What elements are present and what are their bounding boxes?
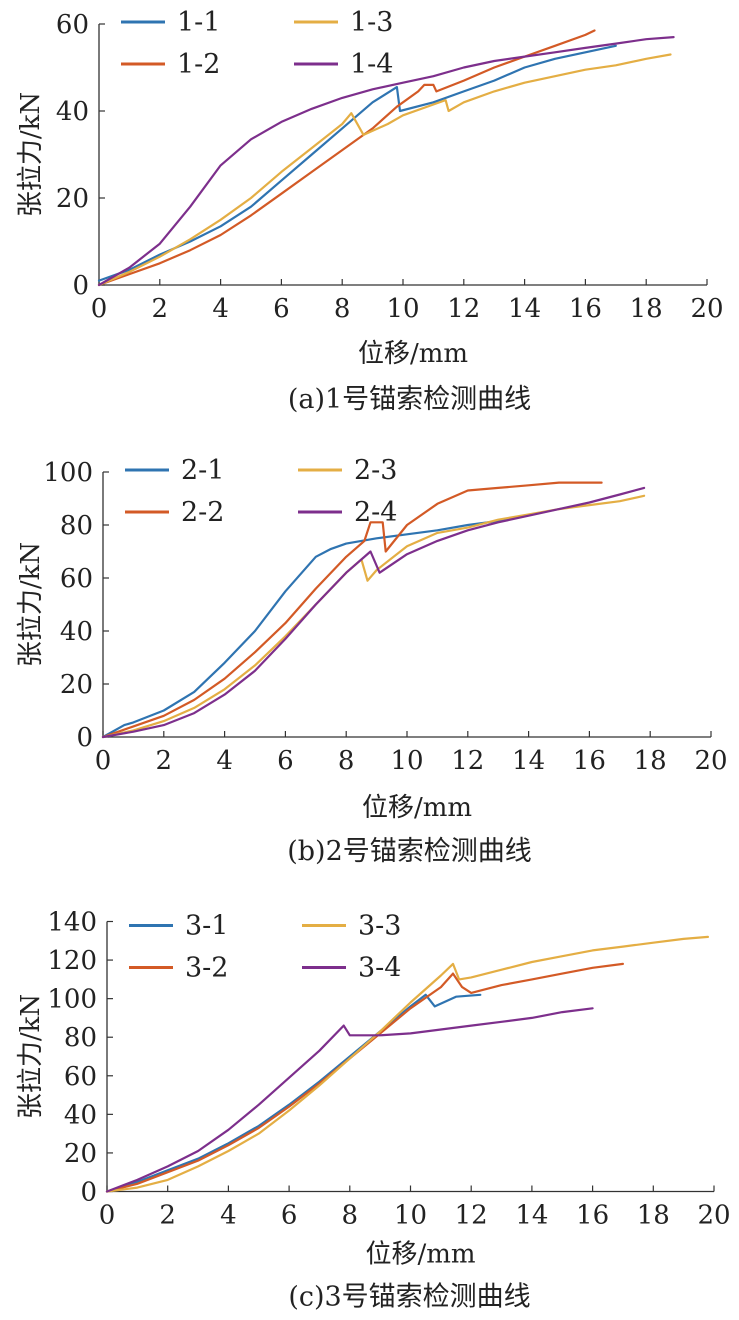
y-tick-label: 60 (56, 10, 89, 40)
x-tick-label: 14 (508, 294, 541, 324)
chart-c: 0 2 4 6 8 10 12 14 16 18 20 0 20 40 60 80 100 120 140 位移/mm… (16, 908, 731, 1313)
y-tick-label: 140 (47, 908, 97, 938)
y-tick-label: 80 (60, 511, 93, 541)
x-tick-label: 18 (634, 746, 667, 776)
series-line-1-4 (97, 36, 675, 287)
x-tick-label: 18 (637, 1201, 670, 1231)
x-tick-label: 8 (342, 1201, 359, 1231)
legend-label-3-1: 3-1 (185, 911, 228, 942)
chart-caption: (b)2号锚索检测曲线 (287, 836, 532, 867)
y-tick-label: 60 (64, 1062, 97, 1092)
legend-label-3-4: 3-4 (358, 953, 401, 984)
x-tick-label: 16 (569, 294, 602, 324)
legend-label-1-3: 1-3 (350, 7, 393, 38)
chart-panel-a: 0 2 4 6 8 10 12 14 16 18 20 0 20 40 60 位移/mm 张拉力/kN (a)1号… (0, 0, 739, 440)
series-line-3-4 (105, 1007, 594, 1193)
legend-label-2-2: 2-2 (181, 497, 224, 528)
legend-label-1-1: 1-1 (177, 7, 220, 38)
y-tick-label: 20 (60, 670, 93, 700)
x-axis-title: 位移/mm (358, 339, 468, 369)
legend-label-2-3: 2-3 (354, 455, 397, 486)
x-tick-label: 14 (515, 1201, 548, 1231)
x-axis-title: 位移/mm (365, 1240, 475, 1270)
x-tick-label: 6 (277, 746, 294, 776)
y-tick-label: 100 (47, 985, 97, 1015)
x-tick-label: 12 (447, 294, 480, 324)
series-line-2-2 (101, 481, 603, 739)
series-line-2-1 (101, 516, 518, 739)
y-tick-label: 40 (56, 97, 89, 127)
series-line-1-2 (97, 29, 596, 287)
x-tick-label: 20 (694, 746, 727, 776)
x-tick-label: 16 (573, 746, 606, 776)
legend-label-2-1: 2-1 (181, 455, 224, 486)
y-tick-label: 20 (64, 1139, 97, 1169)
legend-label-2-4: 2-4 (354, 497, 397, 528)
y-tick-label: 0 (80, 1178, 97, 1208)
chart-panel-b: 0 2 4 6 8 10 12 14 16 18 20 0 20 40 60 80 100 位移/mm 张拉力/kN… (0, 440, 739, 880)
x-tick-label: 12 (451, 746, 484, 776)
legend-label-3-2: 3-2 (185, 953, 228, 984)
chart-b: 0 2 4 6 8 10 12 14 16 18 20 0 20 40 60 80 100 位移/mm 张拉力/kN… (16, 455, 728, 867)
x-tick-label: 4 (216, 746, 233, 776)
legend-label-1-2: 1-2 (177, 49, 220, 80)
series-line-3-2 (105, 962, 624, 1193)
y-tick-label: 20 (56, 184, 89, 214)
series-line-2-3 (101, 494, 646, 739)
y-axis-title: 张拉力/kN (16, 994, 46, 1119)
x-tick-label: 4 (212, 294, 229, 324)
y-axis-title: 张拉力/kN (16, 92, 46, 217)
x-tick-label: 6 (273, 294, 290, 324)
legend-label-1-4: 1-4 (350, 49, 393, 80)
x-tick-label: 4 (220, 1201, 237, 1231)
chart-caption: (c)3号锚索检测曲线 (288, 1282, 530, 1313)
y-tick-label: 60 (60, 564, 93, 594)
y-axis-title: 张拉力/kN (16, 542, 46, 667)
x-tick-label: 0 (95, 746, 112, 776)
y-tick-label: 100 (43, 458, 93, 488)
series-line-1-3 (97, 53, 672, 287)
x-tick-label: 12 (455, 1201, 488, 1231)
y-tick-label: 0 (72, 271, 89, 301)
x-tick-label: 18 (630, 294, 663, 324)
x-tick-label: 6 (281, 1201, 298, 1231)
y-tick-label: 0 (76, 723, 93, 753)
x-tick-label: 8 (334, 294, 351, 324)
chart-caption: (a)1号锚索检测曲线 (288, 384, 531, 415)
x-tick-label: 0 (99, 1201, 116, 1231)
x-tick-label: 10 (390, 746, 423, 776)
x-tick-label: 0 (91, 294, 108, 324)
x-tick-label: 2 (159, 1201, 176, 1231)
x-tick-label: 8 (338, 746, 355, 776)
series-line-1-1 (97, 44, 617, 282)
y-tick-label: 40 (60, 617, 93, 647)
legend-label-3-3: 3-3 (358, 911, 401, 942)
x-tick-label: 20 (697, 1201, 730, 1231)
x-tick-label: 10 (386, 294, 419, 324)
y-tick-label: 120 (47, 946, 97, 976)
x-tick-label: 16 (576, 1201, 609, 1231)
x-axis-title: 位移/mm (362, 793, 472, 823)
series-line-2-4 (101, 486, 646, 739)
x-tick-label: 10 (394, 1201, 427, 1231)
y-tick-label: 80 (64, 1023, 97, 1053)
x-tick-label: 14 (512, 746, 545, 776)
series-line-3-1 (105, 993, 482, 1193)
chart-panel-c: 0 2 4 6 8 10 12 14 16 18 20 0 20 40 60 80 100 120 140 位移/mm… (0, 880, 739, 1317)
x-tick-label: 20 (690, 294, 723, 324)
chart-a: 0 2 4 6 8 10 12 14 16 18 20 0 20 40 60 位移/mm 张拉力/kN (a)1号… (16, 7, 724, 415)
y-tick-label: 40 (64, 1100, 97, 1130)
x-tick-label: 2 (156, 746, 173, 776)
x-tick-label: 2 (152, 294, 169, 324)
series-line-3-3 (105, 935, 709, 1193)
